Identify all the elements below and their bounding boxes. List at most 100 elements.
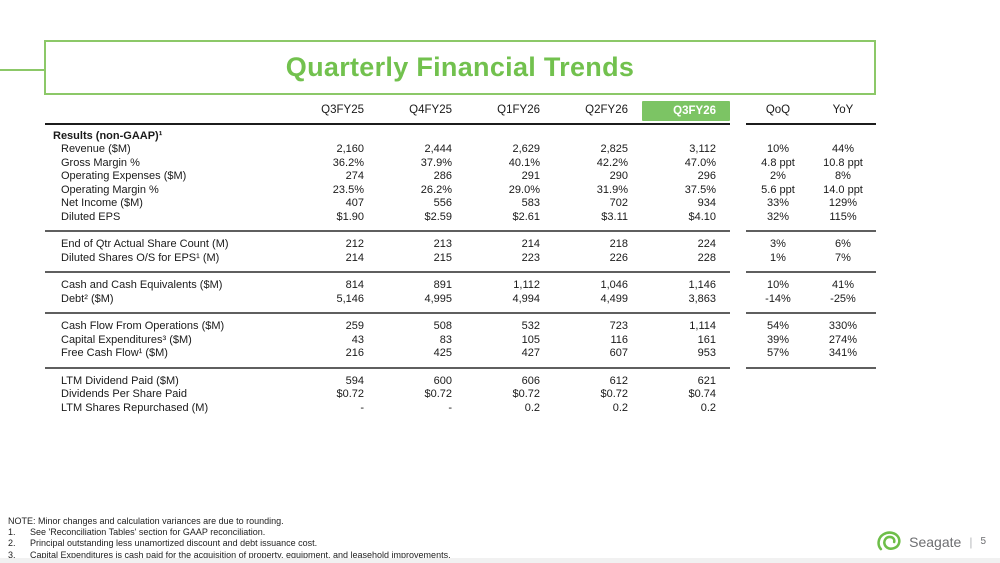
cell-value: 213 <box>433 238 452 250</box>
cell-value: 42.2% <box>596 156 628 169</box>
cell-value: 621 <box>697 374 716 387</box>
cell-value: 214 <box>345 251 364 264</box>
cell-value: 36.2% <box>332 156 364 169</box>
table-header-row: Q3FY25 Q4FY25 Q1FY26 Q2FY26 Q3FY26 QoQ Y… <box>45 100 876 122</box>
cell-value: 83 <box>439 333 452 346</box>
footnote-note: NOTE: Minor changes and calculation vari… <box>8 516 284 526</box>
col-header-q4fy25: Q4FY25 <box>409 104 452 117</box>
footnote-number: 3. <box>8 549 16 560</box>
cell-value: 4,995 <box>424 292 452 305</box>
row-label: Capital Expenditures³ ($M) <box>61 333 192 346</box>
cell-value: 2,629 <box>512 143 540 155</box>
cell-value: 291 <box>521 170 540 182</box>
cell-value: 934 <box>697 197 716 209</box>
table-row: Diluted EPS $1.90 $2.59 $2.61 $3.11 $4.10 32% 1… <box>45 211 876 225</box>
footnotes: NOTE: Minor changes and calculation vari… <box>8 516 451 561</box>
cell-value: $0.72 <box>336 388 364 400</box>
row-label: Cash and Cash Equivalents ($M) <box>61 279 223 291</box>
footnote-number: 2. <box>8 538 16 549</box>
cell-value: 218 <box>609 238 628 250</box>
header-underline <box>45 123 876 125</box>
section-divider <box>45 230 876 232</box>
cell-value: 26.2% <box>420 183 452 196</box>
cell-qoq: 54% <box>766 320 790 332</box>
cell-qoq: 33% <box>766 197 790 209</box>
table-row: Net Income ($M) 407 556 583 702 934 33% 129% <box>45 197 876 211</box>
row-label: Free Cash Flow¹ ($M) <box>61 347 168 359</box>
cell-value: 3,863 <box>688 292 716 305</box>
cell-value: 2,444 <box>424 143 452 155</box>
section-heading-row: Results (non-GAAP)¹ <box>45 130 876 144</box>
financial-table: Q3FY25 Q4FY25 Q1FY26 Q2FY26 Q3FY26 QoQ Y… <box>45 100 876 415</box>
cell-value: 5,146 <box>336 292 364 305</box>
footer-divider: | <box>969 534 973 549</box>
page-number: 5 <box>980 536 986 547</box>
cell-yoy: 8% <box>835 170 851 182</box>
cell-qoq: 3% <box>770 238 786 250</box>
seagate-logo-icon <box>877 531 901 551</box>
footnote-text: See 'Reconciliation Tables' section for … <box>30 527 266 538</box>
row-label: Debt² ($M) <box>61 292 114 305</box>
table-row: Debt² ($M) 5,146 4,995 4,994 4,499 3,863 -14% -… <box>45 293 876 307</box>
table-row: Dividends Per Share Paid $0.72 $0.72 $0.72 $… <box>45 388 876 402</box>
cell-qoq: 10% <box>766 143 790 155</box>
cell-value: $0.72 <box>512 388 540 400</box>
col-header-q3fy26-highlighted: Q3FY26 <box>642 101 730 121</box>
bottom-edge-strip <box>0 558 1000 563</box>
cell-value: 702 <box>609 197 628 209</box>
footnote-text: Principal outstanding less unamortized d… <box>30 538 318 549</box>
cell-value: 212 <box>345 238 364 250</box>
cell-value: 40.1% <box>508 156 540 169</box>
cell-value: 216 <box>345 347 364 359</box>
cell-value: 286 <box>433 170 452 182</box>
cell-value: 594 <box>345 374 364 387</box>
cell-value: $1.90 <box>336 210 364 223</box>
cell-value: 1,112 <box>513 279 540 291</box>
cell-yoy: 129% <box>828 197 858 209</box>
table-row: Gross Margin % 36.2% 37.9% 40.1% 42.2% 47.0% 4… <box>45 157 876 171</box>
cell-value: 407 <box>345 197 364 209</box>
cell-value: 226 <box>609 251 628 264</box>
cell-yoy: 341% <box>828 347 858 359</box>
row-label: LTM Shares Repurchased (M) <box>61 401 209 414</box>
row-label: Operating Expenses ($M) <box>61 170 187 182</box>
row-label: Diluted Shares O/S for EPS¹ (M) <box>61 251 220 264</box>
cell-value: - <box>448 401 452 414</box>
cell-value: $3.11 <box>601 210 628 223</box>
cell-value: 274 <box>345 170 364 182</box>
cell-value: 427 <box>521 347 540 359</box>
cell-value: 215 <box>433 251 452 264</box>
table-row: Free Cash Flow¹ ($M) 216 425 427 607 953 57% 34… <box>45 347 876 361</box>
cell-yoy: 274% <box>828 333 858 346</box>
cell-qoq: -14% <box>765 292 791 305</box>
cell-qoq: 1% <box>770 251 786 264</box>
cell-value: 290 <box>609 170 628 182</box>
cell-value: - <box>360 401 364 414</box>
cell-value: 508 <box>433 320 452 332</box>
cell-value: 47.0% <box>684 156 716 169</box>
table-row: LTM Shares Repurchased (M) - - 0.2 0.2 0.2 <box>45 402 876 416</box>
cell-value: 0.2 <box>612 401 628 414</box>
table-row: LTM Dividend Paid ($M) 594 600 606 612 621 <box>45 375 876 389</box>
cell-yoy: 10.8 ppt <box>823 156 863 169</box>
cell-value: 1,114 <box>689 320 716 332</box>
cell-qoq: 10% <box>766 279 790 291</box>
cell-value: $2.59 <box>424 210 452 223</box>
cell-value: $0.74 <box>688 388 716 400</box>
cell-value: 228 <box>697 251 716 264</box>
cell-qoq: 5.6 ppt <box>761 183 795 196</box>
cell-value: 116 <box>610 333 628 346</box>
cell-value: 606 <box>521 374 540 387</box>
cell-value: 425 <box>433 347 452 359</box>
cell-value: 259 <box>345 320 364 332</box>
col-header-q1fy26: Q1FY26 <box>497 104 540 117</box>
footnote-number: 1. <box>8 527 16 538</box>
footnote-item: 1. See 'Reconciliation Tables' section fo… <box>8 527 451 538</box>
cell-value: 4,499 <box>600 292 628 305</box>
cell-value: 583 <box>521 197 540 209</box>
cell-value: 31.9% <box>596 183 628 196</box>
col-header-yoy: YoY <box>832 104 854 117</box>
row-label: End of Qtr Actual Share Count (M) <box>61 238 229 250</box>
section-heading: Results (non-GAAP)¹ <box>53 129 163 142</box>
cell-value: 296 <box>697 170 716 182</box>
